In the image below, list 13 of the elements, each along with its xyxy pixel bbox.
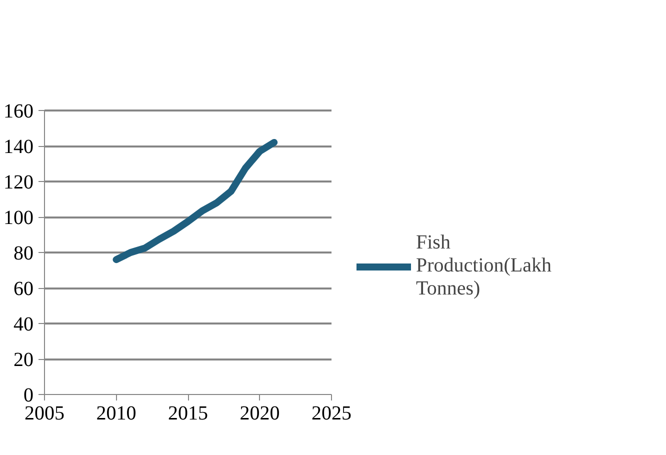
y-tick-label: 80 [14, 242, 34, 264]
x-tick-label: 2010 [96, 402, 136, 424]
y-tick-label: 40 [14, 314, 34, 336]
y-tick-label: 140 [4, 136, 34, 158]
y-tick-label: 160 [4, 100, 34, 122]
legend-label: Fish Production(Lakh Tonnes) [416, 232, 552, 300]
x-tick-label: 2015 [168, 402, 208, 424]
y-tick-label: 60 [14, 278, 34, 300]
y-tick-label: 20 [14, 349, 34, 371]
x-tick-label: 2025 [312, 402, 352, 424]
x-tick-label: 2020 [240, 402, 280, 424]
y-tick-label: 100 [4, 207, 34, 229]
y-tick-label: 120 [4, 172, 34, 194]
